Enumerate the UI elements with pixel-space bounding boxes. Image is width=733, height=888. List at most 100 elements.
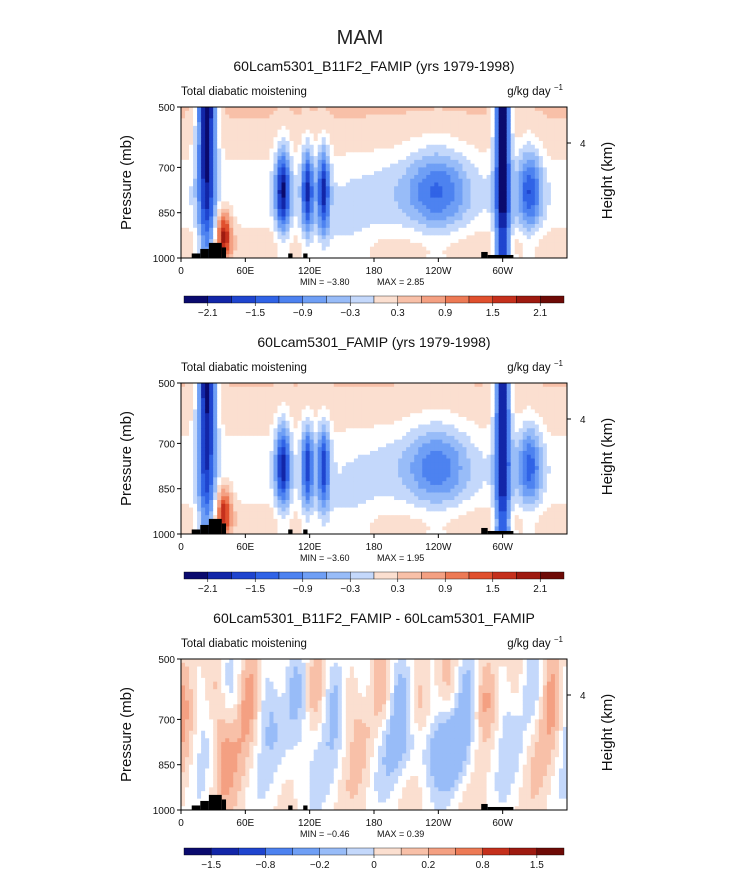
colorbar-swatch <box>428 847 456 856</box>
x-tick-label: 180 <box>366 266 383 277</box>
colorbar-swatch <box>421 295 446 304</box>
topography-block <box>303 805 308 810</box>
colorbar-label: −2.1 <box>198 584 218 595</box>
y-tick-label: 850 <box>158 485 175 496</box>
topography-block <box>288 253 293 258</box>
y-axis-label: Pressure (mb) <box>118 411 135 506</box>
max-readout: MAX = 2.85 <box>377 277 424 287</box>
topography-block <box>208 518 222 534</box>
topography-block <box>191 253 201 258</box>
topography-block <box>487 530 514 534</box>
height-tick-label: 4 <box>580 691 586 702</box>
x-tick-label: 120E <box>298 266 322 277</box>
colorbar-swatch <box>207 295 232 304</box>
colorbar-swatch <box>231 571 256 580</box>
topography-block <box>191 529 201 534</box>
y-axis-label: Pressure (mb) <box>118 135 135 230</box>
colorbar-swatch <box>373 295 398 304</box>
colorbar-swatch <box>302 571 327 580</box>
y-tick-label: 500 <box>158 655 175 666</box>
panel-1: 60Lcam5301_B11F2_FAMIP (yrs 1979-1998) To… <box>118 58 616 319</box>
colorbar-swatch <box>231 295 256 304</box>
colorbar-swatch <box>400 847 429 856</box>
colorbar-swatch <box>397 571 422 580</box>
heatmap-field <box>181 383 568 535</box>
topography-block <box>288 805 293 810</box>
colorbar-label: 1.5 <box>486 584 500 595</box>
topography-block <box>221 799 227 810</box>
colorbar-label: 0.8 <box>476 860 490 871</box>
colorbar-swatch <box>540 571 565 580</box>
y-tick-label: 1000 <box>153 806 176 817</box>
topography-block <box>481 527 488 534</box>
x-tick-label: 60E <box>236 818 254 829</box>
colorbar-swatch <box>255 295 280 304</box>
colorbar-label: 0.2 <box>421 860 435 871</box>
colorbar-label: 1.5 <box>530 860 544 871</box>
y-tick-label: 850 <box>158 209 175 220</box>
x-tick-label: 120E <box>298 818 322 829</box>
min-readout: MIN = −3.60 <box>300 553 350 563</box>
y-tick-label: 500 <box>158 379 175 390</box>
colorbar-swatch <box>238 847 266 856</box>
colorbar-swatch <box>492 295 517 304</box>
right-axis-label: Height (km) <box>599 142 616 220</box>
units-label: g/kg day −1 <box>507 635 563 650</box>
y-tick-label: 700 <box>158 715 175 726</box>
colorbar-swatch <box>319 847 348 856</box>
heatmap-field <box>181 107 568 259</box>
colorbar-swatch <box>265 847 293 856</box>
colorbar-swatch <box>482 847 510 856</box>
x-tick-label: 120E <box>298 542 322 553</box>
colorbar-swatch <box>350 571 375 580</box>
colorbar-label: −1.5 <box>201 860 221 871</box>
topography-block <box>481 803 488 810</box>
topography-block <box>303 253 308 258</box>
colorbar-swatch <box>516 571 541 580</box>
colorbar-swatch <box>373 571 398 580</box>
colorbar-swatch <box>421 571 446 580</box>
max-readout: MAX = 1.95 <box>377 553 424 563</box>
y-axis-label: Pressure (mb) <box>118 687 135 782</box>
right-axis-label: Height (km) <box>599 694 616 772</box>
colorbar-swatch <box>207 571 232 580</box>
colorbar-swatch <box>468 295 493 304</box>
x-tick-label: 180 <box>366 542 383 553</box>
topography-block <box>221 247 227 258</box>
colorbar-label: 0.3 <box>391 584 405 595</box>
heatmap-field <box>181 659 568 811</box>
topography-block <box>208 794 222 810</box>
colorbar-swatch <box>536 847 565 856</box>
max-readout: MAX = 0.39 <box>377 829 424 839</box>
colorbar-swatch <box>445 295 470 304</box>
topography-block <box>221 523 227 534</box>
right-axis-label: Height (km) <box>599 418 616 496</box>
y-tick-label: 1000 <box>153 530 176 541</box>
topography-block <box>208 242 222 258</box>
topography-block <box>487 806 514 810</box>
topography-block <box>288 529 293 534</box>
panel-3: 60Lcam5301_B11F2_FAMIP - 60Lcam5301_FAMI… <box>118 610 616 871</box>
x-tick-label: 60W <box>492 266 513 277</box>
variable-label: Total diabatic moistening <box>181 86 307 98</box>
x-tick-label: 0 <box>178 542 184 553</box>
colorbar-label: −0.3 <box>340 584 360 595</box>
y-tick-label: 700 <box>158 439 175 450</box>
topography-block <box>200 248 209 258</box>
colorbar-label: −0.2 <box>310 860 330 871</box>
colorbar: −2.1 −1.5 −0.9 −0.3 0.3 0.9 1.5 2.1 <box>183 295 565 319</box>
colorbar-swatch <box>373 847 402 856</box>
topography-block <box>200 800 209 810</box>
main-title: MAM <box>337 27 384 49</box>
colorbar-label: −2.1 <box>198 308 218 319</box>
colorbar-swatch <box>509 847 538 856</box>
colorbar-swatch <box>278 571 303 580</box>
variable-label: Total diabatic moistening <box>181 638 307 650</box>
colorbar-swatch <box>350 295 375 304</box>
variable-label: Total diabatic moistening <box>181 362 307 374</box>
colorbar-label: 0.3 <box>391 308 405 319</box>
colorbar-swatch <box>540 295 565 304</box>
height-tick-label: 4 <box>580 415 586 426</box>
x-tick-label: 0 <box>178 266 184 277</box>
topography-block <box>487 254 514 258</box>
